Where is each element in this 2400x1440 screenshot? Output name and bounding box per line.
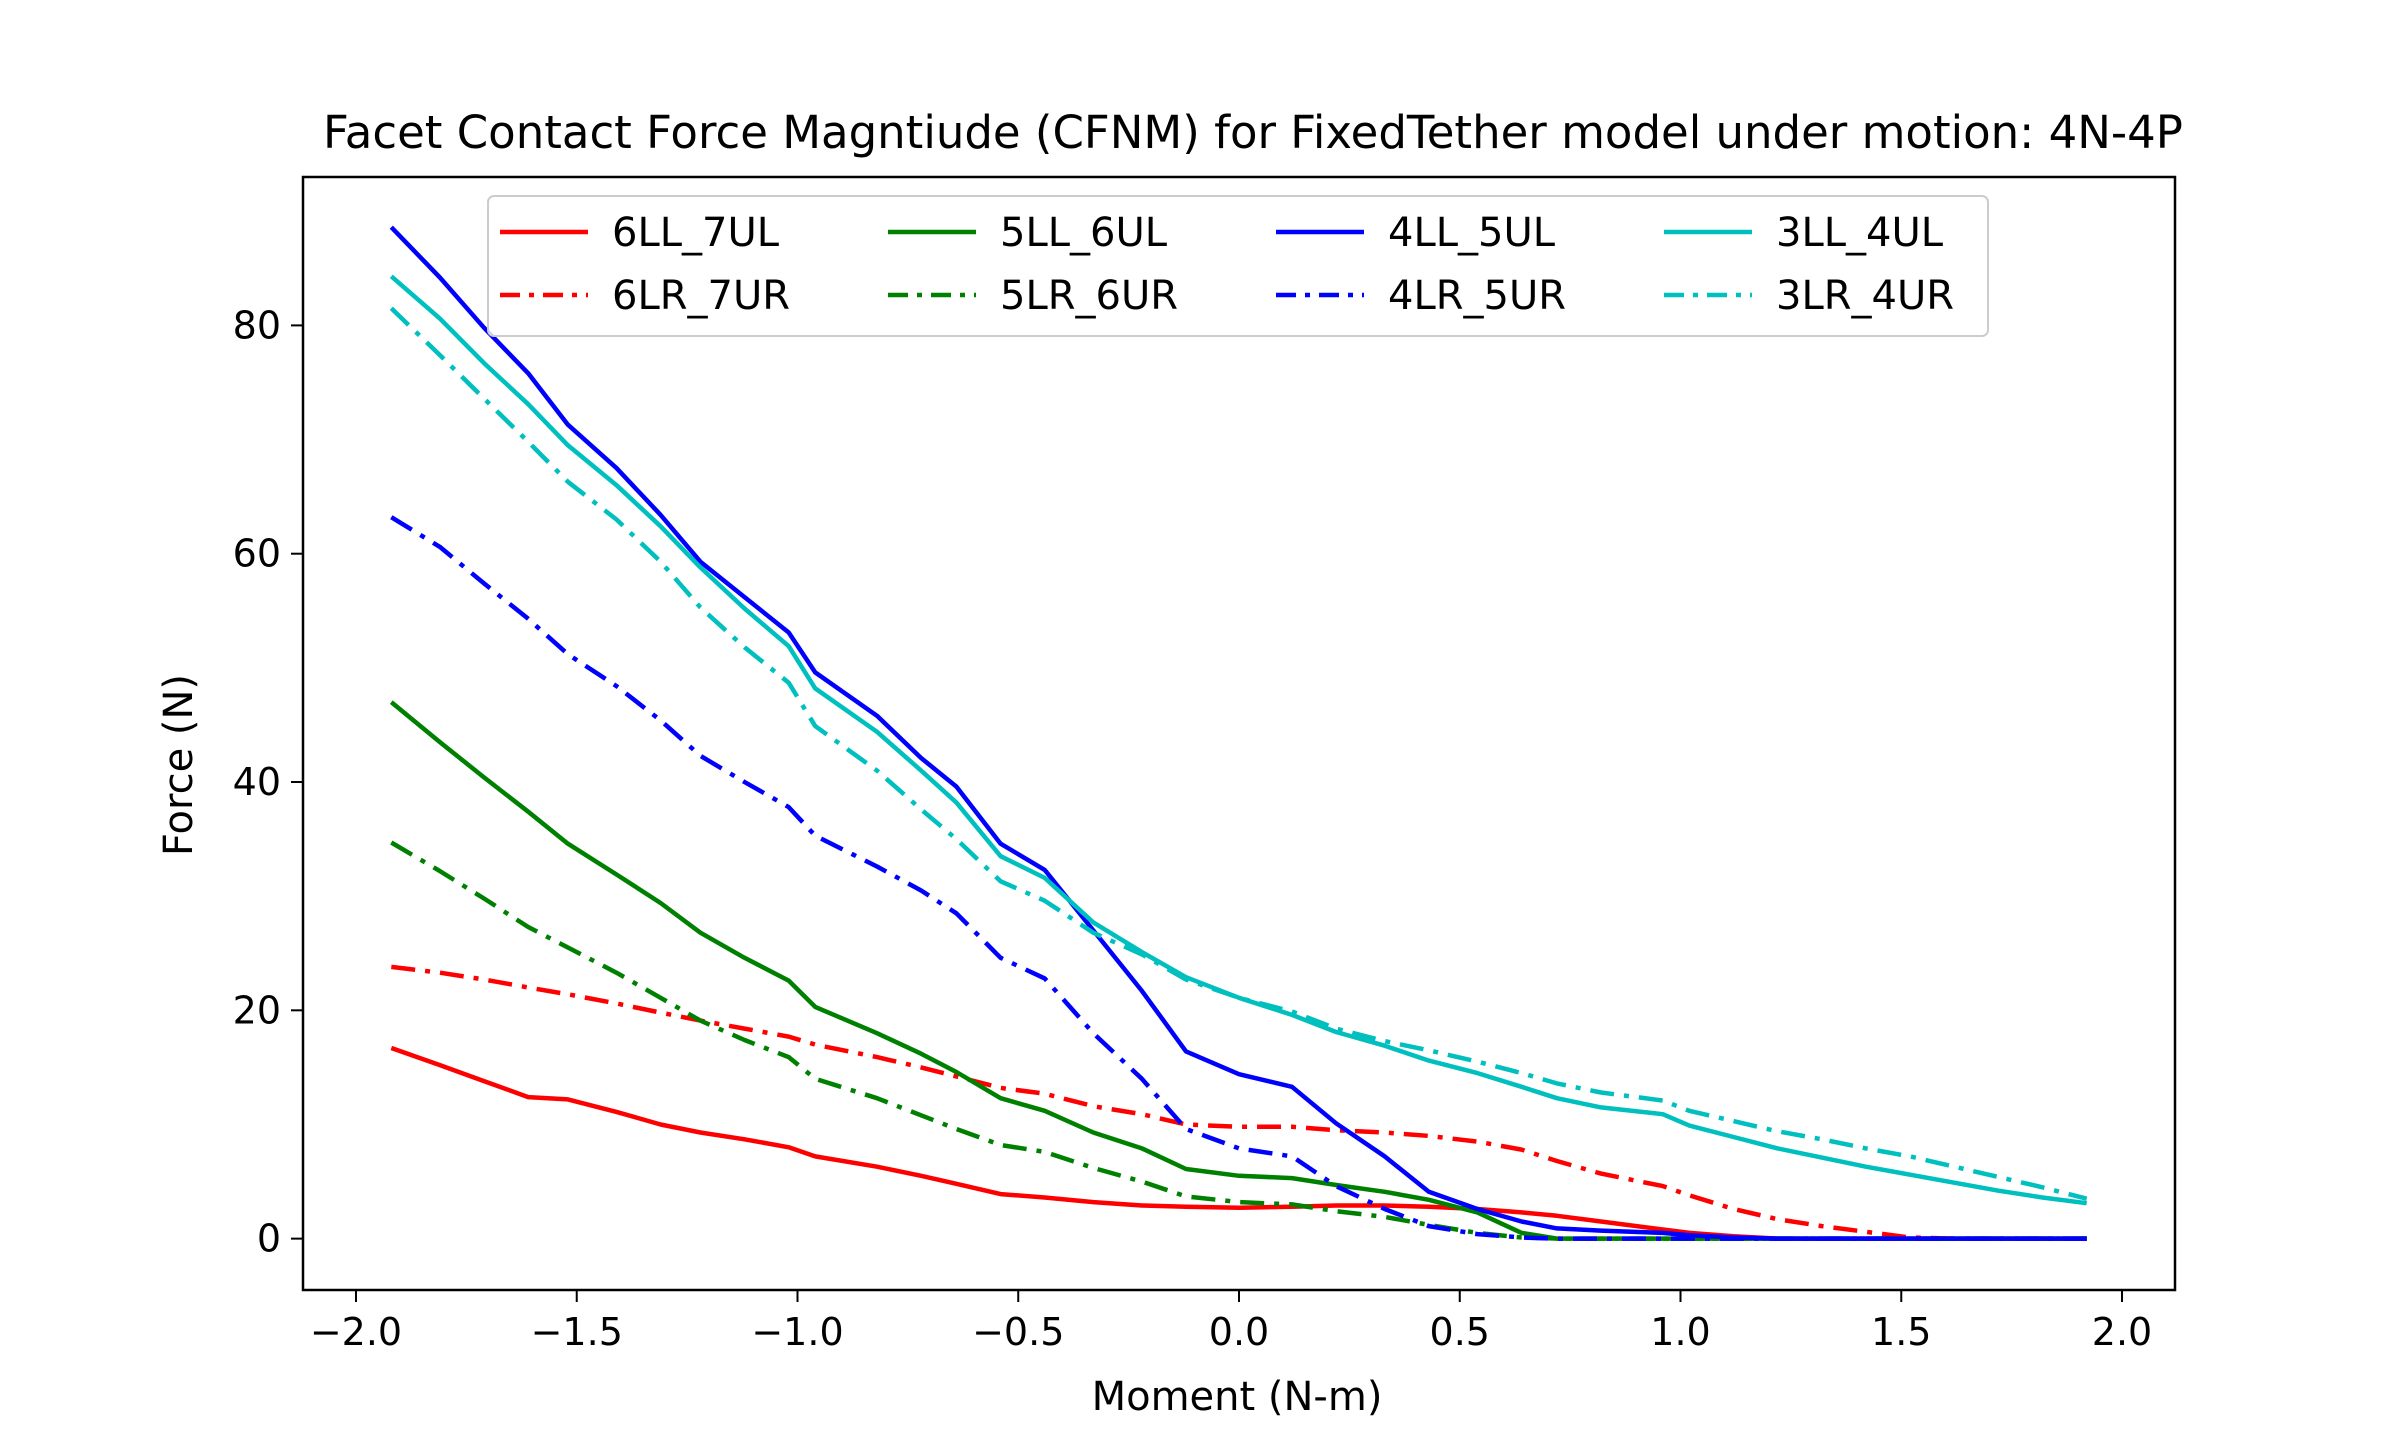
- x-tick-label: 2.0: [2092, 1310, 2152, 1354]
- y-tick-label: 80: [233, 303, 281, 347]
- x-tick-label: 1.0: [1650, 1310, 1710, 1354]
- x-tick-label: 0.5: [1430, 1310, 1490, 1354]
- x-tick-label: 0.0: [1209, 1310, 1269, 1354]
- chart-title: Facet Contact Force Magntiude (CFNM) for…: [323, 106, 2183, 159]
- legend-label: 5LL_6UL: [1000, 210, 1168, 256]
- series-line-6lr-7ur: [391, 964, 2087, 1241]
- y-tick-label: 20: [233, 988, 281, 1032]
- x-axis-label: Moment (N-m): [1092, 1374, 1383, 1420]
- legend-label: 3LL_4UL: [1776, 210, 1944, 256]
- legend-label: 6LR_7UR: [612, 273, 790, 319]
- x-tick-label: −2.0: [310, 1310, 402, 1354]
- legend-box: [487, 195, 1989, 337]
- series-line-5lr-6ur: [390, 840, 2087, 1241]
- x-tick-label: −1.0: [751, 1310, 843, 1354]
- plot-frame: [301, 175, 2177, 1292]
- x-tick-label: −1.5: [531, 1310, 623, 1354]
- x-tick-label: −0.5: [972, 1310, 1064, 1354]
- y-axis-label: Force (N): [156, 674, 202, 856]
- y-tick-label: 40: [233, 760, 281, 804]
- x-tick-label: 1.5: [1871, 1310, 1931, 1354]
- series-line-3ll-4ul: [389, 274, 2087, 1206]
- y-axis: 0 20 40 60 80: [233, 303, 303, 1261]
- y-tick-label: 0: [257, 1217, 281, 1261]
- legend-label: 6LL_7UL: [612, 210, 780, 256]
- x-axis: −2.0 −1.5 −1.0 −0.5 0.0 0.5 1.0 1.5 2.0: [310, 1290, 2152, 1354]
- legend-label: 4LL_5UL: [1388, 210, 1556, 256]
- legend: 6LL_7UL 6LR_7UR 5LL_6UL 5LR_6UR 4LL_5UL 4LR_5…: [487, 195, 1989, 337]
- legend-label: 3LR_4UR: [1776, 273, 1954, 319]
- y-tick-label: 60: [233, 532, 281, 576]
- plot-area: [389, 225, 2088, 1241]
- series-line-4lr-5ur: [390, 515, 2087, 1241]
- legend-label: 4LR_5UR: [1388, 273, 1566, 319]
- legend-label: 5LR_6UR: [1000, 273, 1178, 319]
- series-line-3lr-4ur: [389, 306, 2088, 1201]
- series-line-4ll-5ul: [389, 225, 2087, 1241]
